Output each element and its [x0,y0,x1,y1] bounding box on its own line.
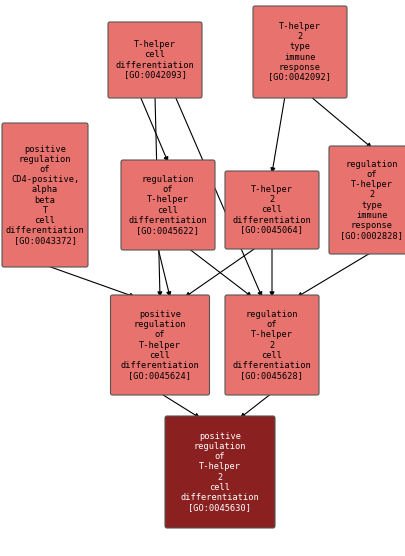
FancyBboxPatch shape [252,6,346,98]
FancyBboxPatch shape [224,171,318,249]
Text: positive
regulation
of
T-helper
2
cell
differentiation
[GO:0045630]: positive regulation of T-helper 2 cell d… [180,433,259,512]
FancyBboxPatch shape [164,416,274,528]
Text: regulation
of
T-helper
2
cell
differentiation
[GO:0045628]: regulation of T-helper 2 cell differenti… [232,310,311,380]
Text: regulation
of
T-helper
2
type
immune
response
[GO:0002828]: regulation of T-helper 2 type immune res… [340,160,403,240]
Text: regulation
of
T-helper
cell
differentiation
[GO:0045622]: regulation of T-helper cell differentiat… [128,175,207,235]
Text: positive
regulation
of
T-helper
cell
differentiation
[GO:0045624]: positive regulation of T-helper cell dif… [120,310,199,380]
FancyBboxPatch shape [2,123,88,267]
Text: T-helper
2
type
immune
response
[GO:0042092]: T-helper 2 type immune response [GO:0042… [268,22,331,82]
Text: T-helper
cell
differentiation
[GO:0042093]: T-helper cell differentiation [GO:004209… [115,41,194,80]
Text: positive
regulation
of
CD4-positive,
alpha
beta
T
cell
differentiation
[GO:00433: positive regulation of CD4-positive, alp… [6,145,84,245]
FancyBboxPatch shape [224,295,318,395]
FancyBboxPatch shape [108,22,202,98]
Text: T-helper
2
cell
differentiation
[GO:0045064]: T-helper 2 cell differentiation [GO:0045… [232,185,311,235]
FancyBboxPatch shape [328,146,405,254]
FancyBboxPatch shape [121,160,215,250]
FancyBboxPatch shape [110,295,209,395]
